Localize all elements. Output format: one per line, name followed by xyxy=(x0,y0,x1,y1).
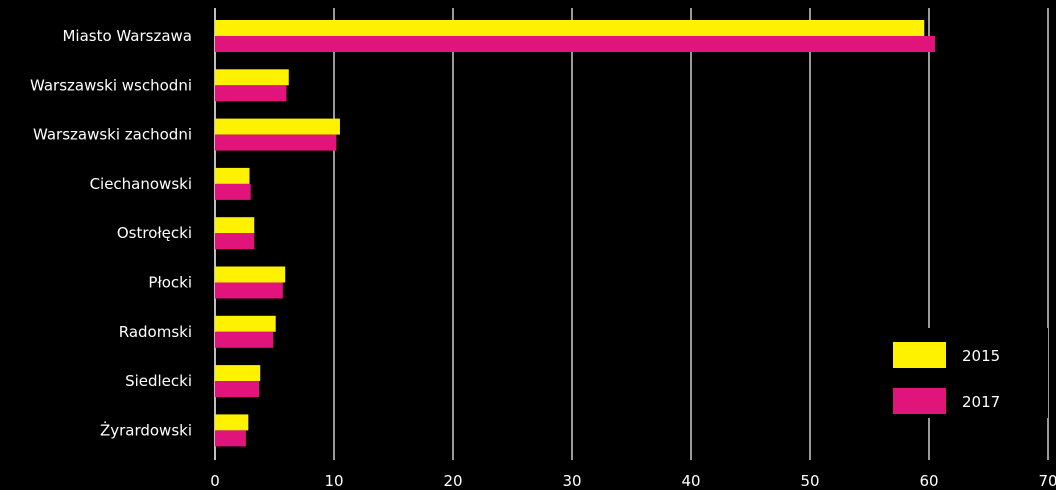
bar-2015 xyxy=(215,167,250,184)
legend-swatch-2015 xyxy=(893,342,946,368)
legend-label-2015: 2015 xyxy=(962,347,1000,365)
x-tick-label: 10 xyxy=(324,472,343,490)
category-label: Warszawski wschodni xyxy=(30,76,192,94)
bar-2015 xyxy=(215,69,289,86)
category-label: Płocki xyxy=(148,274,192,292)
x-tick-label: 70 xyxy=(1038,472,1056,490)
bar-2017 xyxy=(215,183,251,200)
bar-2017 xyxy=(215,36,935,52)
x-tick-label: 30 xyxy=(562,472,581,490)
bars xyxy=(215,20,935,447)
category-label: Miasto Warszawa xyxy=(62,27,192,45)
bar-2015 xyxy=(215,118,340,135)
legend: 2015 2017 xyxy=(878,328,1048,418)
bar-2015 xyxy=(215,20,925,36)
category-label: Radomski xyxy=(119,323,192,341)
legend-swatch-2017 xyxy=(893,388,946,414)
bar-2017 xyxy=(215,381,260,398)
bar-2017 xyxy=(215,233,255,250)
bar-2017 xyxy=(215,134,337,151)
bar-2015 xyxy=(215,365,261,382)
category-label: Ostrołęcki xyxy=(117,224,192,242)
bar-2015 xyxy=(215,414,249,431)
x-tick-label: 20 xyxy=(443,472,462,490)
bar-2017 xyxy=(215,331,274,348)
bar-2017 xyxy=(215,85,287,102)
category-label: Siedlecki xyxy=(125,372,192,390)
bar-2017 xyxy=(215,282,283,299)
category-label: Ciechanowski xyxy=(90,175,192,193)
x-axis-tick-labels: 0 10 20 30 40 50 60 70 xyxy=(210,472,1056,490)
x-tick-label: 60 xyxy=(919,472,938,490)
bar-2015 xyxy=(215,315,276,332)
category-label: Żyrardowski xyxy=(100,420,192,439)
x-tick-label: 50 xyxy=(800,472,819,490)
bar-2017 xyxy=(215,430,246,447)
x-tick-label: 40 xyxy=(681,472,700,490)
legend-label-2017: 2017 xyxy=(962,393,1000,411)
category-label: Warszawski zachodni xyxy=(33,126,192,144)
bar-2015 xyxy=(215,217,255,234)
x-tick-label: 0 xyxy=(210,472,220,490)
category-labels: Miasto Warszawa Warszawski wschodni Warsza… xyxy=(30,27,192,439)
bar-2015 xyxy=(215,266,286,283)
